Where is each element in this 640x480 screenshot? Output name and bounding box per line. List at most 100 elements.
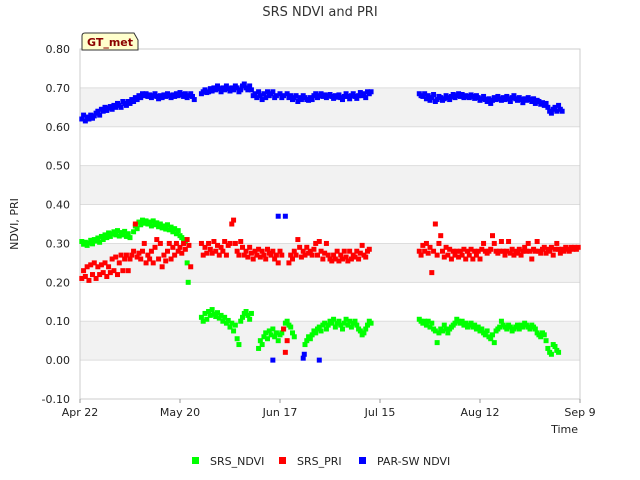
data-point	[316, 357, 322, 363]
data-point	[491, 340, 497, 346]
data-point	[120, 268, 126, 274]
data-point	[218, 312, 224, 318]
y-tick-label: 0.20	[46, 276, 71, 289]
data-point	[322, 250, 328, 256]
data-point	[543, 338, 549, 344]
data-point	[363, 95, 369, 101]
data-point	[502, 252, 508, 258]
data-point	[556, 102, 562, 108]
data-point	[152, 91, 158, 97]
data-point	[311, 246, 317, 252]
data-point	[307, 248, 313, 254]
data-point	[238, 87, 244, 93]
data-point	[532, 100, 538, 106]
data-point	[425, 318, 431, 324]
data-point	[361, 330, 367, 336]
legend-label: SRS_PRI	[297, 455, 342, 468]
data-point	[168, 224, 174, 230]
data-point	[331, 316, 337, 322]
data-point	[138, 256, 144, 262]
data-point	[336, 318, 342, 324]
data-point	[86, 277, 92, 283]
data-point	[484, 99, 490, 104]
x-tick-label: Jul 15	[364, 406, 396, 419]
data-point	[302, 252, 308, 258]
data-point	[490, 332, 495, 338]
data-point	[245, 312, 251, 318]
data-point	[247, 244, 253, 250]
data-point	[420, 93, 426, 99]
data-point	[356, 93, 362, 99]
data-point	[475, 95, 481, 101]
data-point	[252, 248, 258, 254]
data-point	[527, 248, 533, 254]
data-point	[145, 252, 151, 258]
data-point	[82, 118, 88, 124]
data-point	[131, 229, 137, 235]
data-point	[204, 316, 210, 322]
data-point	[216, 315, 222, 321]
data-point	[301, 351, 307, 357]
data-point	[454, 248, 460, 254]
data-point	[313, 330, 319, 336]
data-point	[416, 248, 422, 254]
data-point	[477, 256, 483, 262]
data-point	[147, 219, 153, 225]
data-point	[347, 96, 353, 102]
data-point	[457, 248, 463, 254]
data-point	[82, 239, 88, 245]
data-point	[238, 239, 244, 244]
data-point	[168, 256, 174, 262]
data-point	[525, 240, 531, 246]
data-point	[166, 227, 172, 233]
data-point	[86, 116, 92, 122]
data-point	[336, 92, 342, 98]
data-point	[236, 342, 242, 348]
data-point	[275, 338, 281, 344]
data-point	[334, 248, 340, 254]
data-point	[436, 240, 442, 246]
data-point	[107, 233, 113, 239]
data-point	[425, 250, 431, 256]
series-srs-pri	[79, 217, 581, 355]
data-point	[341, 248, 347, 254]
data-point	[225, 317, 231, 323]
data-point	[109, 106, 115, 112]
data-point	[527, 326, 533, 332]
data-point	[279, 330, 285, 336]
data-point	[243, 248, 249, 254]
data-point	[422, 318, 428, 324]
data-point	[118, 252, 124, 258]
data-point	[202, 87, 208, 93]
data-point	[277, 91, 283, 97]
data-point	[240, 314, 245, 320]
data-point	[498, 97, 504, 103]
data-point	[172, 226, 178, 232]
data-point	[209, 250, 215, 256]
data-point	[232, 322, 238, 328]
y-tick-label: 0.00	[46, 354, 71, 367]
data-point	[472, 95, 478, 101]
series-par-sw-ndvi	[79, 81, 565, 363]
data-point	[186, 242, 192, 248]
data-point	[338, 322, 344, 328]
data-point	[363, 254, 369, 260]
data-point	[238, 318, 244, 324]
data-point	[223, 252, 229, 258]
data-point	[261, 91, 267, 97]
data-point	[348, 324, 354, 330]
data-point	[138, 222, 144, 228]
data-point	[125, 231, 131, 237]
data-point	[575, 244, 581, 250]
data-point	[215, 310, 220, 316]
data-point	[529, 256, 535, 262]
data-point	[447, 97, 453, 103]
data-point	[202, 310, 208, 316]
data-point	[188, 264, 194, 270]
data-point	[347, 318, 353, 324]
data-point	[173, 231, 179, 237]
data-point	[175, 248, 181, 254]
data-point	[95, 108, 101, 114]
data-point	[325, 322, 331, 328]
data-point	[209, 307, 215, 313]
